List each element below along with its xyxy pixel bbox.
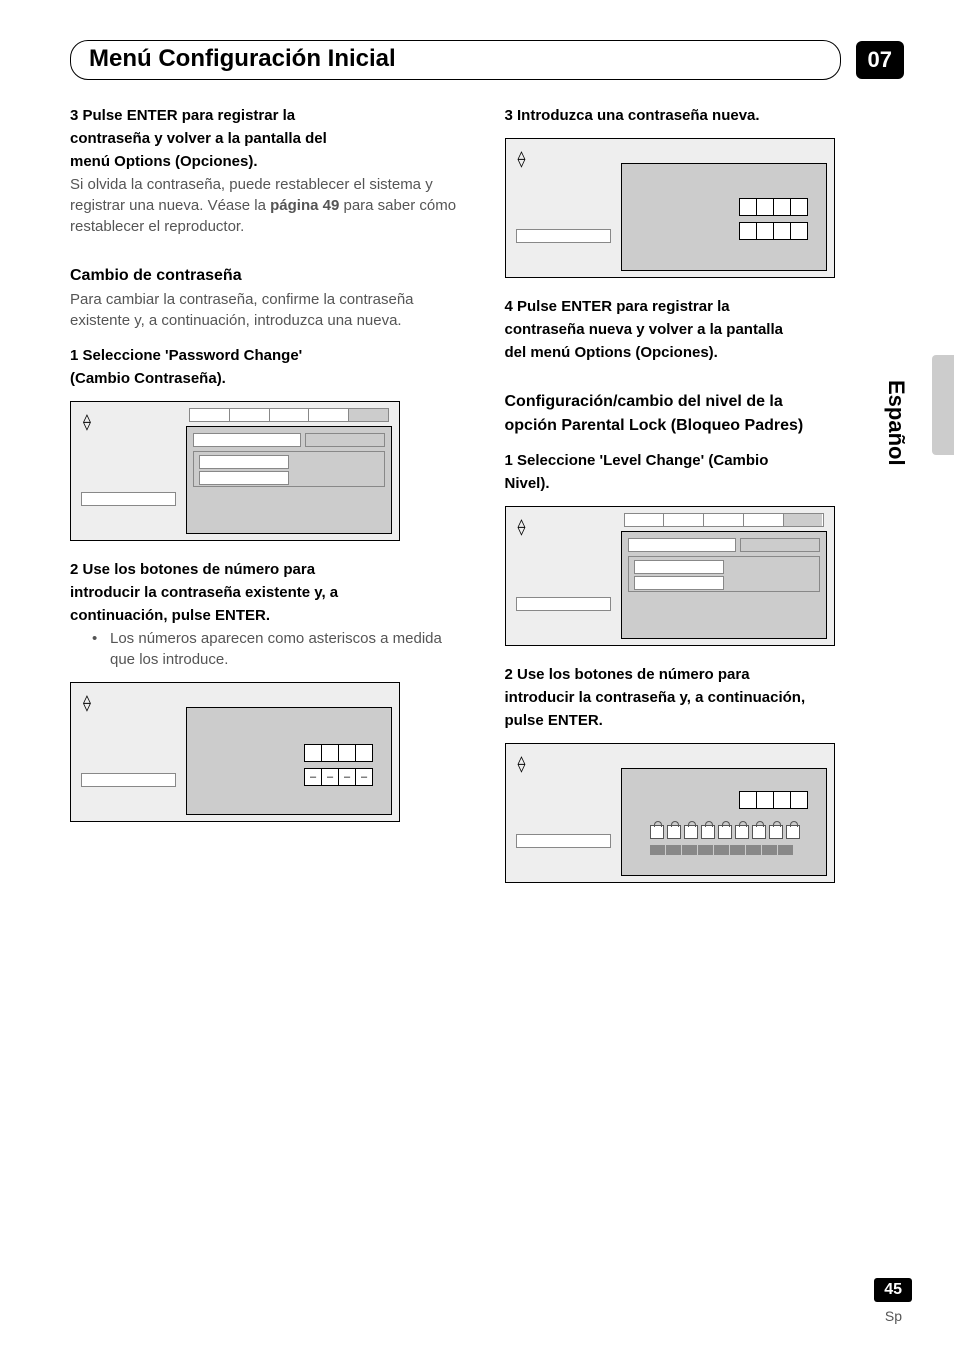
osd-row — [199, 471, 289, 485]
lock-icon — [735, 825, 749, 839]
osd-level-change-locks: ⟠ — [505, 743, 835, 883]
osd-main-panel — [621, 163, 827, 271]
osd-side-item — [516, 834, 611, 848]
osd-row — [628, 538, 736, 552]
osd-main-panel: –––– — [186, 707, 392, 815]
osd-side-item — [81, 773, 176, 787]
sec1-step2-l2: introducir la contraseña existente y, a — [70, 582, 470, 603]
osd-row — [740, 538, 820, 552]
gear-icon: ⟠ — [518, 149, 526, 169]
password-cells — [740, 791, 808, 809]
osd-tabs — [189, 408, 389, 422]
left-column: 3 Pulse ENTER para registrar la contrase… — [70, 105, 470, 901]
right-step4-l1: 4 Pulse ENTER para registrar la — [505, 296, 905, 317]
lock-icon — [684, 825, 698, 839]
chapter-number-badge: 07 — [856, 41, 904, 79]
osd-enter-existing-password: ⟠ –––– — [70, 682, 400, 822]
osd-main-panel — [621, 768, 827, 876]
sec2-h-l2: opción Parental Lock (Bloqueo Padres) — [505, 415, 905, 437]
page-ref: página 49 — [270, 197, 339, 214]
sec1-step1-l1: 1 Seleccione 'Password Change' — [70, 345, 470, 366]
gear-icon: ⟠ — [518, 517, 526, 537]
osd-password-change-menu: ⟠ — [70, 401, 400, 541]
side-language-tab — [932, 355, 954, 455]
right-column: 3 Introduzca una contraseña nueva. ⟠ 4 P… — [505, 105, 905, 901]
lock-icon — [769, 825, 783, 839]
osd-row — [305, 433, 385, 447]
left-step3-line3: menú Options (Opciones). — [70, 151, 470, 172]
password-old-cells: –––– — [305, 768, 373, 786]
osd-tabs — [624, 513, 824, 527]
osd-level-change-menu: ⟠ — [505, 506, 835, 646]
lock-icon — [718, 825, 732, 839]
sec1-step2-l1: 2 Use los botones de número para — [70, 559, 470, 580]
osd-main-panel — [621, 531, 827, 639]
gear-icon: ⟠ — [83, 693, 91, 713]
sec2-step1-l2: Nivel). — [505, 473, 905, 494]
bullet-dot: • — [92, 628, 110, 670]
chapter-title-pill: Menú Configuración Inicial — [70, 40, 841, 80]
osd-main-panel — [186, 426, 392, 534]
page-number-badge: 45 — [874, 1278, 912, 1302]
lock-icon-row — [650, 825, 800, 839]
chapter-title: Menú Configuración Inicial — [89, 45, 822, 73]
content-columns: 3 Pulse ENTER para registrar la contrase… — [70, 105, 904, 901]
sec2-step2-l2: introducir la contraseña y, a continuaci… — [505, 687, 905, 708]
sec1-step1-l2: (Cambio Contraseña). — [70, 368, 470, 389]
password-cells-row1 — [740, 198, 808, 216]
left-step3-line1: 3 Pulse ENTER para registrar la — [70, 105, 470, 126]
side-language-label: Español — [883, 380, 909, 466]
right-step4-l2: contraseña nueva y volver a la pantalla — [505, 319, 905, 340]
lock-icon — [650, 825, 664, 839]
page-language-code: Sp — [885, 1308, 902, 1324]
gear-icon: ⟠ — [83, 412, 91, 432]
password-new-cells — [305, 744, 373, 762]
lock-icon — [667, 825, 681, 839]
sec2-step1-l1: 1 Seleccione 'Level Change' (Cambio — [505, 450, 905, 471]
osd-row — [193, 433, 301, 447]
left-step3-line2: contraseña y volver a la pantalla del — [70, 128, 470, 149]
gear-icon: ⟠ — [518, 754, 526, 774]
password-cells-row2 — [740, 222, 808, 240]
left-step3-body: Si olvida la contraseña, puede restablec… — [70, 174, 470, 237]
osd-new-password: ⟠ — [505, 138, 835, 278]
bullet-text: Los números aparecen como asteriscos a m… — [110, 628, 470, 670]
lock-icon — [786, 825, 800, 839]
osd-row — [634, 576, 724, 590]
sec1-step2-l3: continuación, pulse ENTER. — [70, 605, 470, 626]
right-step3: 3 Introduzca una contraseña nueva. — [505, 105, 905, 126]
sec1-step2-bullet: • Los números aparecen como asteriscos a… — [70, 628, 470, 670]
osd-side-item — [81, 492, 176, 506]
chapter-header: Menú Configuración Inicial 07 — [70, 40, 904, 80]
sec1-body: Para cambiar la contraseña, confirme la … — [70, 289, 470, 331]
osd-row — [199, 455, 289, 469]
sec2-h-l1: Configuración/cambio del nivel de la — [505, 391, 905, 413]
sec2-step2-l3: pulse ENTER. — [505, 710, 905, 731]
osd-side-item — [516, 597, 611, 611]
lock-icon — [701, 825, 715, 839]
section-cambio-contrasena: Cambio de contraseña — [70, 267, 470, 285]
lock-icon — [752, 825, 766, 839]
right-step4-l3: del menú Options (Opciones). — [505, 342, 905, 363]
osd-side-item — [516, 229, 611, 243]
osd-row — [634, 560, 724, 574]
sec2-step2-l1: 2 Use los botones de número para — [505, 664, 905, 685]
level-bar-row — [650, 845, 793, 855]
